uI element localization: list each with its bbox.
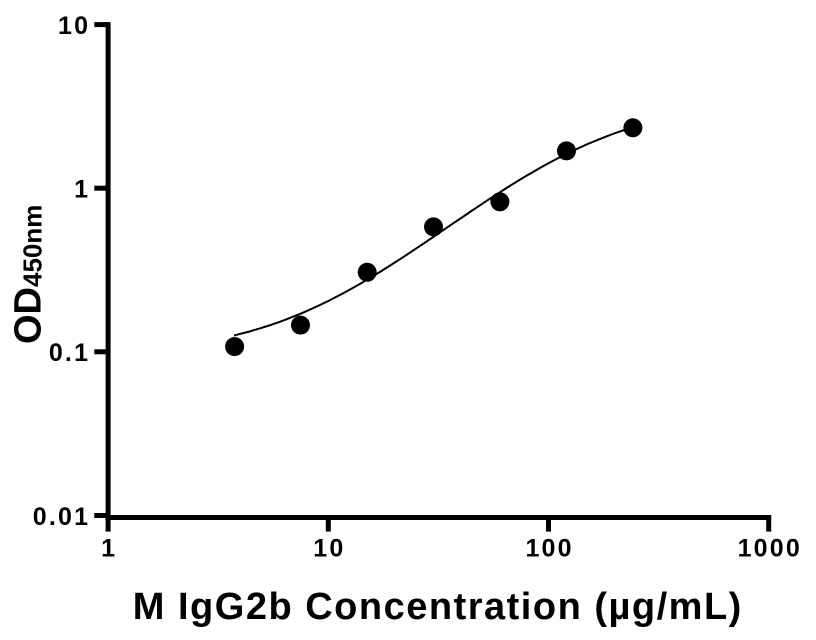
- svg-text:10: 10: [313, 534, 345, 562]
- svg-text:1: 1: [101, 534, 117, 562]
- svg-text:1: 1: [74, 176, 90, 204]
- svg-text:M IgG2b Concentration (µg/mL): M IgG2b Concentration (µg/mL): [133, 586, 743, 628]
- svg-text:1000: 1000: [738, 534, 802, 562]
- svg-text:0.1: 0.1: [49, 339, 90, 367]
- svg-text:10: 10: [58, 12, 90, 40]
- svg-text:100: 100: [525, 534, 573, 562]
- svg-text:0.01: 0.01: [33, 503, 90, 531]
